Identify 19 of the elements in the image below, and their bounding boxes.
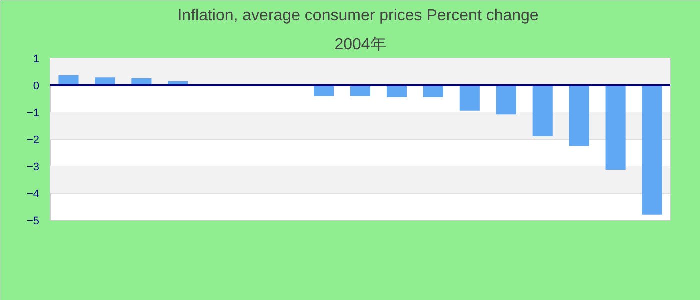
bar <box>532 86 553 137</box>
y-tick-label: −1 <box>26 108 40 120</box>
bar <box>606 86 626 170</box>
y-tick-label: −5 <box>26 216 40 228</box>
y-tick-label: 1 <box>33 54 40 66</box>
bar <box>350 86 371 96</box>
bar <box>314 86 334 96</box>
chart-title: Inflation, average consumer prices Percent change <box>178 8 539 24</box>
chart-subtitle: 2004年 <box>334 36 386 54</box>
bar <box>386 86 407 98</box>
bar <box>460 86 480 111</box>
bar <box>423 86 444 98</box>
y-tick-label: −4 <box>26 188 40 200</box>
bar <box>569 86 590 146</box>
bar <box>642 86 662 215</box>
y-tick-label: 0 <box>33 80 40 92</box>
y-tick-label: −3 <box>26 162 40 174</box>
bar <box>496 86 516 115</box>
y-tick-label: −2 <box>26 134 40 146</box>
